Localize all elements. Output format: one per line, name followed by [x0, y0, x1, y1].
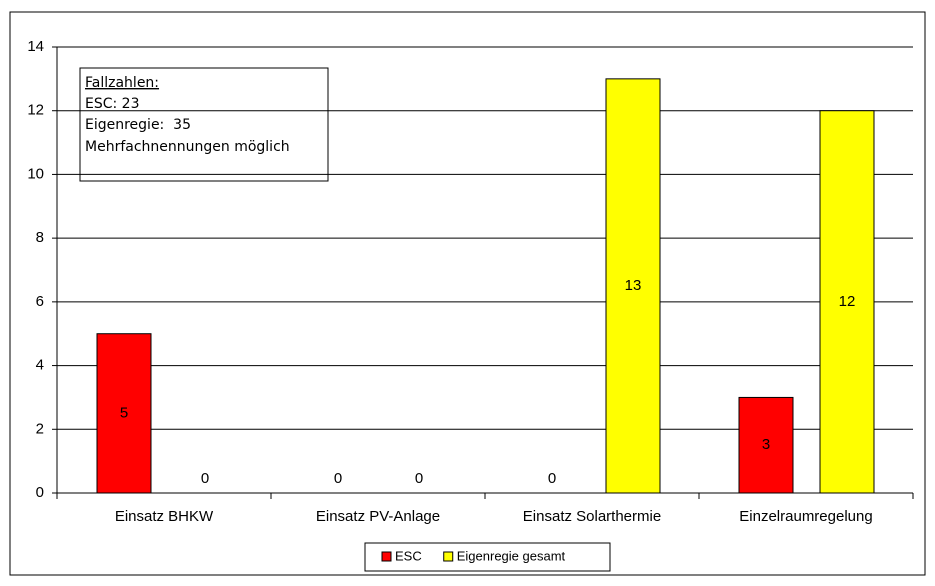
- annotation-line: Eigenregie: 35: [85, 117, 191, 133]
- data-label: 3: [762, 436, 770, 453]
- x-tick-label: Einsatz PV-Anlage: [316, 508, 440, 525]
- data-label: 12: [839, 293, 856, 310]
- y-tick-label: 14: [27, 38, 44, 55]
- annotation-line: ESC: 23: [85, 96, 140, 112]
- annotation-title: Fallzahlen:: [85, 75, 159, 91]
- bar: [96, 333, 152, 494]
- data-label: 0: [415, 470, 423, 487]
- data-label: 5: [120, 404, 128, 421]
- data-label: 0: [548, 470, 556, 487]
- y-tick-label: 0: [36, 484, 44, 501]
- legend-label: Eigenregie gesamt: [457, 548, 566, 563]
- y-tick-label: 12: [27, 102, 44, 119]
- data-label: 13: [625, 277, 642, 294]
- y-tick-label: 8: [36, 229, 44, 246]
- legend-label: ESC: [395, 548, 422, 563]
- x-tick-label: Einsatz Solarthermie: [523, 508, 661, 525]
- legend-swatch: [443, 551, 454, 562]
- x-tick-label: Einsatz BHKW: [115, 508, 214, 525]
- data-label: 0: [201, 470, 209, 487]
- x-tick-label: Einzelraumregelung: [739, 508, 872, 525]
- bar: [738, 396, 794, 494]
- annotation-box: [79, 67, 329, 182]
- y-tick-label: 10: [27, 165, 44, 182]
- legend: [364, 542, 611, 572]
- y-tick-label: 2: [36, 420, 44, 437]
- legend-swatch: [381, 551, 392, 562]
- y-tick-label: 6: [36, 293, 44, 310]
- y-tick-label: 4: [36, 357, 44, 374]
- annotation-line: Mehrfachnennungen möglich: [85, 139, 290, 155]
- bar: [819, 110, 875, 494]
- data-label: 0: [334, 470, 342, 487]
- bar: [605, 78, 661, 494]
